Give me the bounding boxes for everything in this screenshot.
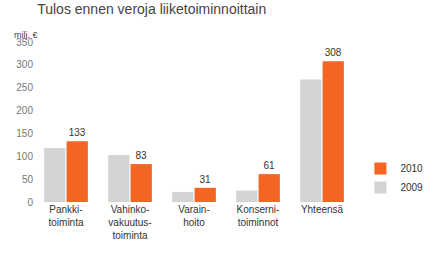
svg-text:133: 133 bbox=[69, 127, 86, 138]
svg-text:milj. €: milj. € bbox=[14, 30, 38, 40]
svg-text:Pankki-toiminta: Pankki-toiminta bbox=[48, 204, 83, 228]
svg-text:350: 350 bbox=[16, 37, 33, 48]
svg-text:0: 0 bbox=[27, 197, 33, 208]
svg-text:250: 250 bbox=[16, 82, 33, 93]
svg-text:100: 100 bbox=[16, 151, 33, 162]
svg-text:Konserni-toiminnot: Konserni-toiminnot bbox=[237, 204, 280, 228]
svg-text:61: 61 bbox=[263, 160, 275, 171]
svg-text:2010: 2010 bbox=[400, 163, 423, 174]
svg-text:308: 308 bbox=[325, 47, 342, 58]
svg-text:83: 83 bbox=[135, 150, 147, 161]
svg-text:Yhteensä: Yhteensä bbox=[301, 204, 344, 215]
svg-text:300: 300 bbox=[16, 59, 33, 70]
svg-text:31: 31 bbox=[199, 174, 211, 185]
svg-text:150: 150 bbox=[16, 128, 33, 139]
svg-text:Varain-hoito: Varain-hoito bbox=[178, 204, 210, 228]
svg-text:2009: 2009 bbox=[400, 182, 423, 193]
svg-text:200: 200 bbox=[16, 105, 33, 116]
svg-text:50: 50 bbox=[22, 174, 34, 185]
svg-text:Vahinko-vakuutus-toiminta: Vahinko-vakuutus-toiminta bbox=[108, 204, 151, 241]
svg-text:Tulos ennen veroja liiketoimin: Tulos ennen veroja liiketoiminnoittain bbox=[37, 1, 266, 17]
